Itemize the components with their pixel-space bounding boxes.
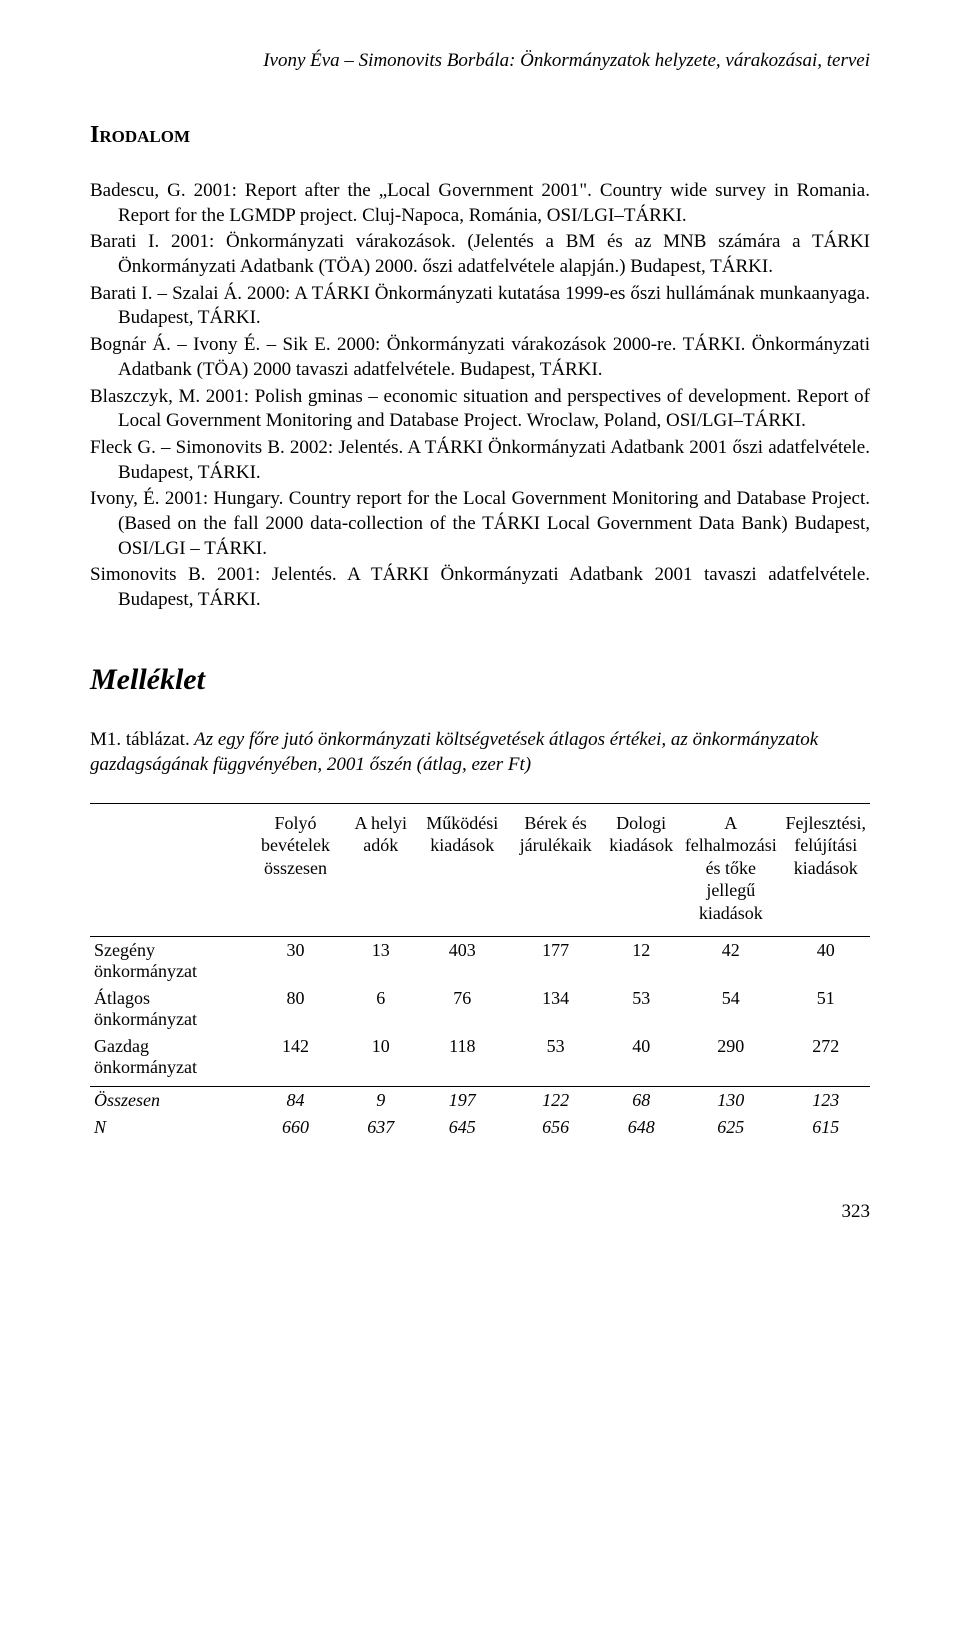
table-cell: 272	[781, 1033, 870, 1087]
table-cell: 648	[602, 1114, 680, 1141]
table-cell: 6	[346, 985, 416, 1033]
table-cell: 54	[680, 985, 781, 1033]
table-cell: 42	[680, 937, 781, 986]
table-cell: 142	[245, 1033, 346, 1087]
table-cell: 51	[781, 985, 870, 1033]
table-header-row: Folyó bevételek összesenA helyi adókMűkö…	[90, 803, 870, 937]
row-label: N	[90, 1114, 245, 1141]
bib-entry: Ivony, É. 2001: Hungary. Country report …	[90, 487, 870, 561]
table-cell: 290	[680, 1033, 781, 1087]
table-cell: 130	[680, 1087, 781, 1115]
bib-entry: Barati I. – Szalai Á. 2000: A TÁRKI Önko…	[90, 282, 870, 331]
table-column-header	[90, 803, 245, 937]
table-cell: 118	[416, 1033, 509, 1087]
melleklet-heading: Melléklet	[90, 663, 870, 697]
table-column-header: Fejlesztési, felújítási kiadások	[781, 803, 870, 937]
table-column-header: Működési kiadások	[416, 803, 509, 937]
table-cell: 53	[602, 985, 680, 1033]
table-cell: 177	[509, 937, 602, 986]
table-cell: 53	[509, 1033, 602, 1087]
bib-entry: Barati I. 2001: Önkormányzati várakozáso…	[90, 230, 870, 279]
running-header: Ivony Éva – Simonovits Borbála: Önkormán…	[90, 50, 870, 72]
table-cell: 10	[346, 1033, 416, 1087]
bib-entry: Blaszczyk, M. 2001: Polish gminas – econ…	[90, 385, 870, 434]
irodalom-heading: Irodalom	[90, 122, 870, 149]
bibliography-list: Badescu, G. 2001: Report after the „Loca…	[90, 179, 870, 613]
table-cell: 197	[416, 1087, 509, 1115]
table-column-header: Dologi kiadások	[602, 803, 680, 937]
table-cell: 615	[781, 1114, 870, 1141]
table-cell: 80	[245, 985, 346, 1033]
table-caption-lead: M1. táblázat.	[90, 729, 190, 750]
bib-entry: Bognár Á. – Ivony É. – Sik E. 2000: Önko…	[90, 333, 870, 382]
bib-entry: Fleck G. – Simonovits B. 2002: Jelentés.…	[90, 436, 870, 485]
table-cell: 68	[602, 1087, 680, 1115]
table-cell: 403	[416, 937, 509, 986]
row-label: Összesen	[90, 1087, 245, 1115]
table-row: Gazdag önkormányzat142101185340290272	[90, 1033, 870, 1087]
table-column-header: Folyó bevételek összesen	[245, 803, 346, 937]
table-cell: 30	[245, 937, 346, 986]
table-caption: M1. táblázat. Az egy főre jutó önkormány…	[90, 727, 870, 778]
table-column-header: A helyi adók	[346, 803, 416, 937]
table-row: N660637645656648625615	[90, 1114, 870, 1141]
table-cell: 660	[245, 1114, 346, 1141]
table-row: Összesen84919712268130123	[90, 1087, 870, 1115]
row-label: Átlagos önkormányzat	[90, 985, 245, 1033]
table-cell: 134	[509, 985, 602, 1033]
table-caption-desc: Az egy főre jutó önkormányzati költségve…	[90, 729, 818, 776]
table-column-header: A felhalmozási és tőke jellegű kiadások	[680, 803, 781, 937]
table-body: Szegény önkormányzat3013403177124240Átla…	[90, 937, 870, 1142]
page-number: 323	[90, 1201, 870, 1223]
table-cell: 40	[781, 937, 870, 986]
row-label: Szegény önkormányzat	[90, 937, 245, 986]
table-cell: 40	[602, 1033, 680, 1087]
table-row: Átlagos önkormányzat80676134535451	[90, 985, 870, 1033]
table-cell: 625	[680, 1114, 781, 1141]
table-cell: 123	[781, 1087, 870, 1115]
table-cell: 9	[346, 1087, 416, 1115]
table-cell: 656	[509, 1114, 602, 1141]
table-cell: 84	[245, 1087, 346, 1115]
table-row: Szegény önkormányzat3013403177124240	[90, 937, 870, 986]
table-cell: 637	[346, 1114, 416, 1141]
table-cell: 12	[602, 937, 680, 986]
table-cell: 13	[346, 937, 416, 986]
bib-entry: Simonovits B. 2001: Jelentés. A TÁRKI Ön…	[90, 563, 870, 612]
budget-table: Folyó bevételek összesenA helyi adókMűkö…	[90, 803, 870, 1142]
table-cell: 645	[416, 1114, 509, 1141]
row-label: Gazdag önkormányzat	[90, 1033, 245, 1087]
table-cell: 76	[416, 985, 509, 1033]
bib-entry: Badescu, G. 2001: Report after the „Loca…	[90, 179, 870, 228]
table-column-header: Bérek és járulékaik	[509, 803, 602, 937]
table-cell: 122	[509, 1087, 602, 1115]
